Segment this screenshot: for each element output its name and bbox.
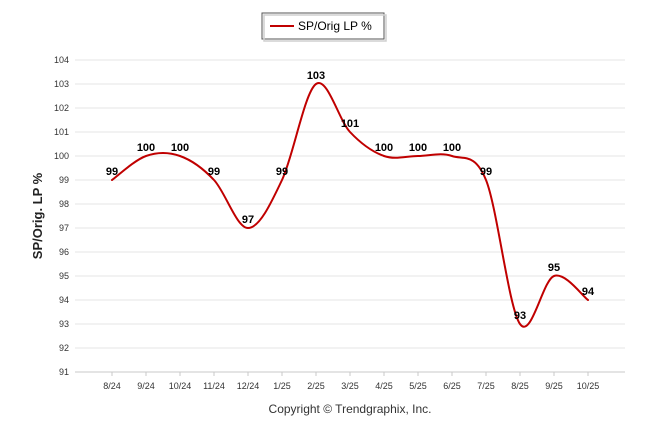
x-tick-label: 12/24	[237, 381, 260, 391]
y-tick-label: 98	[59, 199, 69, 209]
data-label: 95	[548, 262, 560, 274]
data-label: 100	[137, 142, 155, 154]
x-tick-label: 7/25	[477, 381, 495, 391]
x-tick-label: 10/24	[169, 381, 192, 391]
x-tick-label: 1/25	[273, 381, 291, 391]
data-label: 97	[242, 214, 254, 226]
data-label: 100	[443, 142, 461, 154]
y-tick-label: 97	[59, 223, 69, 233]
copyright: Copyright © Trendgraphix, Inc.	[269, 402, 432, 416]
y-tick-label: 91	[59, 367, 69, 377]
grid-lines	[75, 59, 625, 373]
y-tick-label: 93	[59, 319, 69, 329]
legend-shadow	[263, 14, 387, 42]
x-tick-label: 10/25	[577, 381, 600, 391]
legend: SP/Orig LP %	[261, 12, 387, 42]
y-tick-label: 100	[54, 151, 69, 161]
y-tick-label: 101	[54, 127, 69, 137]
data-label: 99	[106, 166, 118, 178]
y-tick-label: 94	[59, 295, 69, 305]
x-tick-label: 4/25	[375, 381, 393, 391]
data-label: 100	[171, 142, 189, 154]
y-tick-label: 99	[59, 175, 69, 185]
y-tick-label: 104	[54, 55, 69, 65]
x-tick-label: 5/25	[409, 381, 427, 391]
x-tick-label: 6/25	[443, 381, 461, 391]
x-tick-label: 8/24	[103, 381, 121, 391]
data-label: 103	[307, 70, 325, 82]
y-tick-label: 102	[54, 103, 69, 113]
x-tick-label: 3/25	[341, 381, 359, 391]
x-tick-label: 11/24	[203, 381, 225, 391]
x-axis-ticks: 8/24 9/24 10/24 11/24 12/24 1/25 2/25 3/25 4/25 5…	[103, 372, 599, 391]
data-labels: 99 100 100 99 97 99 103 101 100 100 100 99 93 95 94	[106, 70, 595, 322]
data-label: 93	[514, 310, 526, 322]
data-label: 100	[409, 142, 427, 154]
data-label: 99	[208, 166, 220, 178]
x-tick-label: 9/24	[137, 381, 155, 391]
series-line-group	[111, 82, 589, 328]
y-axis-ticks: 91 92 93 94 95 96 97 98 99 100 101 102 103 104	[54, 55, 69, 377]
y-tick-label: 95	[59, 271, 69, 281]
x-tick-label: 8/25	[511, 381, 529, 391]
y-tick-label: 96	[59, 247, 69, 257]
legend-label: SP/Orig LP %	[298, 19, 372, 33]
data-label: 100	[375, 142, 393, 154]
y-tick-label: 103	[54, 79, 69, 89]
y-axis-title: SP/Orig. LP %	[30, 172, 45, 259]
series-line	[111, 82, 589, 328]
data-label: 99	[276, 166, 288, 178]
plot-area	[75, 60, 625, 372]
data-label: 99	[480, 166, 492, 178]
x-tick-label: 9/25	[545, 381, 563, 391]
x-tick-label: 2/25	[307, 381, 325, 391]
data-label: 94	[582, 286, 595, 298]
data-label: 101	[341, 118, 359, 130]
y-tick-label: 92	[59, 343, 69, 353]
